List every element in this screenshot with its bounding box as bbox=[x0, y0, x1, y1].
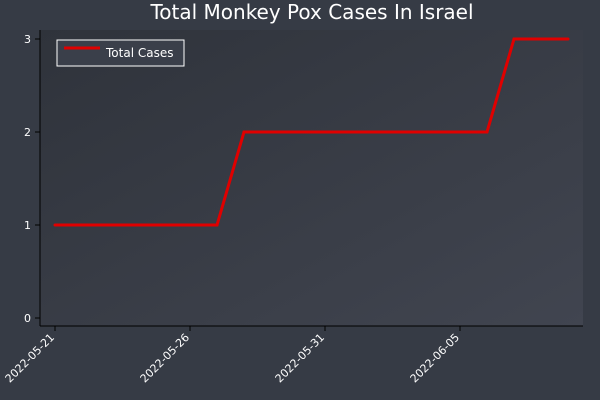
y-tick-label: 1 bbox=[24, 219, 31, 232]
data-point bbox=[80, 223, 84, 227]
legend: Total Cases bbox=[56, 39, 185, 67]
data-point bbox=[539, 37, 543, 41]
x-tick-label: 2022-05-26 bbox=[138, 331, 192, 385]
legend-box bbox=[56, 39, 185, 67]
chart-title: Total Monkey Pox Cases In Israel bbox=[149, 0, 473, 24]
data-point bbox=[404, 130, 408, 134]
data-point bbox=[134, 223, 138, 227]
x-tick-group: 2022-05-21 2022-05-26 2022-05-31 2022-06-05 bbox=[3, 326, 462, 385]
x-tick-label: 2022-05-31 bbox=[273, 331, 327, 385]
x-tick-label: 2022-06-05 bbox=[408, 331, 462, 385]
x-tick-label: 2022-05-21 bbox=[3, 331, 57, 385]
data-point bbox=[107, 223, 111, 227]
data-point bbox=[566, 37, 570, 41]
y-tick-label: 0 bbox=[24, 312, 31, 325]
data-point bbox=[377, 130, 381, 134]
data-point bbox=[485, 130, 489, 134]
data-point bbox=[215, 223, 219, 227]
data-point bbox=[431, 130, 435, 134]
series-group bbox=[53, 37, 570, 227]
data-point bbox=[512, 37, 516, 41]
series-line-0 bbox=[55, 37, 568, 227]
y-tick-group: 0 1 2 3 bbox=[24, 33, 40, 325]
data-point bbox=[188, 223, 192, 227]
legend-label: Total Cases bbox=[105, 46, 173, 60]
data-point bbox=[323, 130, 327, 134]
plot-area bbox=[40, 30, 583, 326]
data-point bbox=[242, 130, 246, 134]
data-point bbox=[296, 130, 300, 134]
data-point bbox=[161, 223, 165, 227]
data-point bbox=[53, 223, 57, 227]
data-point bbox=[350, 130, 354, 134]
data-point bbox=[458, 130, 462, 134]
y-tick-label: 2 bbox=[24, 126, 31, 139]
y-tick-label: 3 bbox=[24, 33, 31, 46]
data-point bbox=[269, 130, 273, 134]
